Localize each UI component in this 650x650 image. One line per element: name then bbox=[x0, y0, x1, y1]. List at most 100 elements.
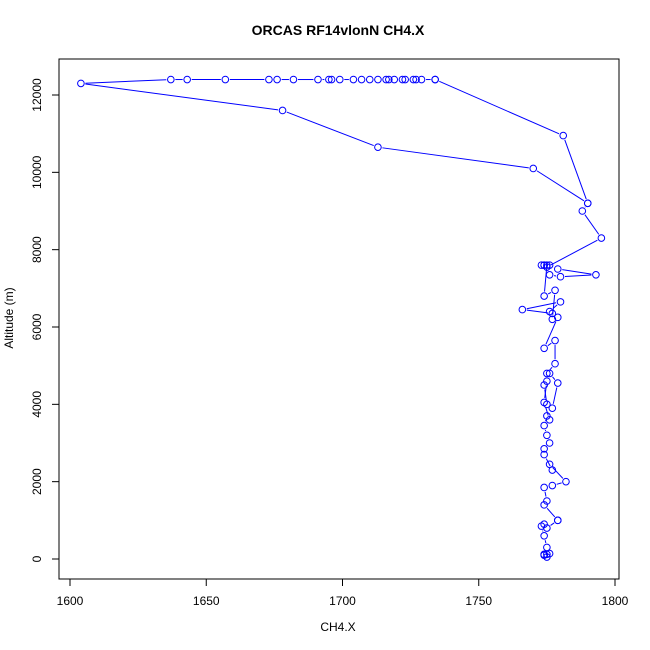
data-point bbox=[545, 416, 554, 424]
series-segment bbox=[564, 139, 587, 200]
x-tick-label: 1800 bbox=[602, 594, 629, 608]
data-point bbox=[390, 75, 399, 84]
data-point bbox=[548, 466, 557, 474]
data-point bbox=[77, 79, 85, 88]
data-point bbox=[385, 75, 393, 84]
data-point bbox=[540, 450, 548, 459]
series-segment bbox=[439, 80, 560, 135]
series-segment bbox=[552, 387, 558, 404]
data-point bbox=[597, 234, 606, 242]
data-point bbox=[540, 532, 548, 540]
data-point bbox=[357, 75, 366, 84]
series-segment bbox=[552, 467, 564, 479]
x-axis-label: CH4.X bbox=[320, 620, 355, 634]
data-point bbox=[543, 261, 551, 269]
data-point bbox=[559, 131, 568, 140]
data-point bbox=[365, 75, 374, 84]
data-point bbox=[540, 520, 548, 529]
data-point bbox=[543, 543, 551, 552]
plot-area bbox=[58, 58, 620, 580]
data-point bbox=[556, 298, 565, 306]
x-axis: 1600 1650 1700 1750 1800 bbox=[57, 578, 629, 608]
y-tick-label: 12000 bbox=[30, 78, 44, 112]
series-segment bbox=[536, 170, 585, 202]
data-point bbox=[325, 75, 333, 84]
data-point bbox=[553, 516, 562, 525]
data-point bbox=[273, 75, 281, 84]
series-segment bbox=[545, 458, 551, 467]
data-point bbox=[374, 75, 382, 84]
data-point bbox=[412, 75, 420, 84]
series-segment bbox=[544, 491, 547, 497]
y-tick-label: 10000 bbox=[30, 155, 44, 189]
series-segment bbox=[552, 376, 556, 380]
chart-title: ORCAS RF14vlonN CH4.X bbox=[252, 22, 425, 38]
data-point bbox=[548, 404, 557, 413]
series-segment bbox=[562, 269, 592, 275]
data-point bbox=[548, 481, 557, 490]
series-segment bbox=[564, 274, 592, 277]
series-segment bbox=[550, 239, 598, 266]
series-segment bbox=[382, 147, 529, 169]
data-point bbox=[545, 439, 554, 447]
data-point bbox=[545, 369, 554, 378]
series-segment bbox=[85, 83, 279, 111]
series-segment bbox=[544, 540, 547, 544]
data-point bbox=[556, 272, 565, 281]
data-point bbox=[543, 412, 551, 420]
series-segment bbox=[556, 482, 562, 485]
series-segment bbox=[286, 111, 374, 147]
data-point bbox=[537, 261, 546, 269]
series-segment bbox=[545, 406, 549, 416]
series-segment bbox=[526, 302, 557, 310]
data-point bbox=[545, 549, 554, 558]
x-tick-label: 1750 bbox=[465, 594, 492, 608]
data-point bbox=[529, 164, 538, 173]
data-point bbox=[540, 445, 548, 453]
data-point bbox=[540, 344, 548, 353]
x-tick-label: 1600 bbox=[57, 594, 84, 608]
y-tick-label: 8000 bbox=[30, 236, 44, 263]
series-segment bbox=[544, 389, 547, 400]
data-point bbox=[167, 75, 175, 84]
data-point bbox=[551, 336, 559, 345]
data-point bbox=[545, 307, 554, 316]
y-tick-label: 2000 bbox=[30, 468, 44, 495]
data-point bbox=[409, 75, 418, 84]
data-point bbox=[265, 75, 273, 84]
data-point bbox=[335, 75, 344, 84]
data-point bbox=[553, 379, 562, 387]
data-point bbox=[543, 369, 551, 378]
data-point bbox=[374, 143, 382, 151]
y-tick-label: 6000 bbox=[30, 313, 44, 340]
series-segment bbox=[526, 309, 548, 314]
data-point bbox=[553, 313, 562, 322]
data-point bbox=[540, 550, 548, 559]
data-point bbox=[540, 381, 548, 389]
series-segment bbox=[547, 342, 552, 347]
x-tick-label: 1700 bbox=[329, 594, 356, 608]
data-point bbox=[553, 265, 562, 273]
data-point bbox=[289, 75, 298, 84]
series-segment bbox=[544, 269, 547, 292]
data-point bbox=[540, 483, 548, 492]
y-axis-label: Altitude (m) bbox=[2, 287, 16, 348]
series-ch4 bbox=[77, 75, 606, 561]
data-point bbox=[543, 497, 551, 505]
y-tick-label: 0 bbox=[30, 555, 44, 562]
series-segment bbox=[85, 79, 167, 84]
data-point bbox=[221, 75, 230, 84]
data-point bbox=[578, 207, 587, 215]
data-point bbox=[543, 400, 551, 409]
series-segment bbox=[547, 291, 552, 295]
data-point bbox=[540, 292, 548, 300]
series-segment bbox=[546, 507, 556, 518]
data-point bbox=[417, 75, 426, 84]
data-point bbox=[398, 75, 407, 84]
data-point bbox=[545, 271, 554, 279]
series-segment bbox=[545, 321, 557, 345]
data-point bbox=[183, 75, 191, 84]
x-tick-label: 1650 bbox=[193, 594, 220, 608]
data-point bbox=[327, 75, 336, 84]
